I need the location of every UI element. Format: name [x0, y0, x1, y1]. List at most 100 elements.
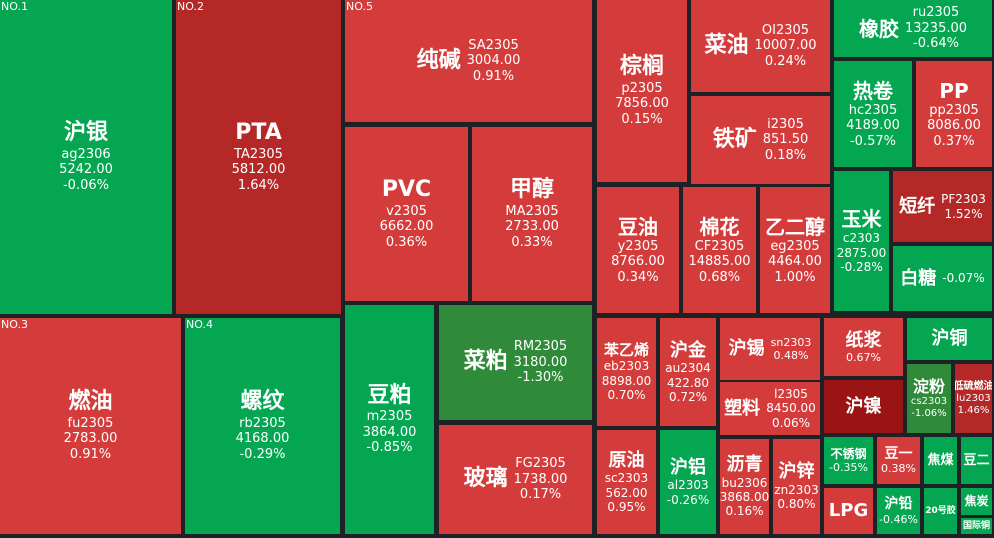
tile-content: PP pp2305 8086.00 0.37% [927, 79, 981, 150]
tile-content: 豆一 0.38% [881, 446, 916, 476]
tile-content: 玻璃 FG2305 1738.00 0.17% [464, 456, 568, 503]
heatmap-tile-p2305[interactable]: 棕榈 p2305 7856.00 0.15% [597, 0, 687, 182]
contract-code: sn2303 [770, 335, 812, 349]
last-price: 4464.00 [768, 254, 822, 270]
commodity-name: PP [939, 78, 969, 103]
tile-stats: y2305 8766.00 0.34% [611, 239, 665, 286]
heatmap-tile-tile-37[interactable]: 豆一 0.38% [877, 437, 920, 484]
heatmap-tile-m2305[interactable]: 豆粕 m2305 3864.00 -0.85% [345, 305, 434, 534]
tile-content: 淀粉 cs2303 -1.06% [911, 377, 947, 420]
tile-content: 沪锌 zn2303 0.80% [774, 461, 818, 511]
heatmap-tile-zn2303[interactable]: 沪锌 zn2303 0.80% [773, 439, 820, 534]
heatmap-tile-tile-27[interactable]: 沪铜 [907, 318, 992, 360]
heatmap-tile-v2305[interactable]: PVC v2305 6662.00 0.36% [345, 127, 468, 301]
heatmap-tile-sc2303[interactable]: 原油 sc2303 562.00 0.95% [597, 430, 656, 534]
tile-stats: ru2305 13235.00 -0.64% [905, 5, 967, 52]
heatmap-tile-tile-43[interactable]: 焦炭 [961, 488, 992, 515]
heatmap-tile-sn2303[interactable]: 沪锡 sn2303 0.48% [720, 318, 820, 380]
tile-content: PTA TA2305 5812.00 1.64% [232, 120, 286, 193]
tile-rank: NO.4 [186, 318, 213, 331]
contract-code: cs2303 [910, 396, 948, 408]
heatmap-tile-cs2303[interactable]: 淀粉 cs2303 -1.06% [907, 364, 951, 433]
tile-content: 国际铜 [963, 521, 990, 532]
heatmap-tile-lu2303[interactable]: 低硫燃油 lu2303 1.46% [955, 364, 992, 433]
change-percent: 0.18% [764, 147, 807, 163]
contract-code: al2303 [667, 478, 709, 493]
heatmap-tile-y2305[interactable]: 豆油 y2305 8766.00 0.34% [597, 187, 679, 313]
commodity-name: 豆粕 [367, 382, 412, 408]
heatmap-tile-tile-44[interactable]: 国际铜 [961, 518, 992, 534]
change-percent: -0.26% [666, 492, 710, 507]
change-percent: 0.67% [846, 351, 881, 365]
heatmap-tile-cf2305[interactable]: 棉花 CF2305 14885.00 0.68% [683, 187, 756, 313]
tile-stats: eg2305 4464.00 1.00% [768, 239, 822, 286]
heatmap-tile-tile-36[interactable]: 不锈钢 -0.35% [824, 437, 873, 484]
change-percent: 1.64% [237, 177, 280, 193]
heatmap-tile-ta2305[interactable]: NO.2 PTA TA2305 5812.00 1.64% [176, 0, 341, 314]
heatmap-tile-i2305[interactable]: 铁矿 i2305 851.50 0.18% [691, 96, 830, 184]
heatmap-tile-tile-22[interactable]: 白糖 -0.07% [893, 246, 992, 311]
contract-code: CF2305 [694, 238, 745, 254]
tile-content: 沪铜 [932, 328, 968, 350]
last-price: 5812.00 [231, 162, 286, 178]
heatmap-tile-pf2303[interactable]: 短纤 PF2303 1.52% [893, 171, 992, 242]
contract-code: y2305 [617, 238, 659, 254]
heatmap-tile-tile-38[interactable]: 焦煤 [924, 437, 957, 484]
contract-code: i2305 [767, 116, 804, 132]
tile-content: 沥青 bu2306 3868.00 0.16% [720, 454, 769, 519]
tile-stats: sc2303 562.00 0.95% [605, 471, 648, 514]
tile-content: 菜油 OI2305 10007.00 0.24% [704, 23, 816, 70]
heatmap-tile-eb2303[interactable]: 苯乙烯 eb2303 8898.00 0.70% [597, 318, 656, 426]
tile-stats: m2305 3864.00 -0.85% [363, 409, 417, 456]
heatmap-tile-al2303[interactable]: 沪铝 al2303 -0.26% [660, 430, 716, 534]
heatmap-tile-au2304[interactable]: 沪金 au2304 422.80 0.72% [660, 318, 716, 426]
commodity-name: 螺纹 [240, 389, 285, 415]
change-percent: -1.06% [911, 408, 947, 420]
heatmap-tile-tile-42[interactable]: 20号胶 [924, 488, 957, 534]
change-percent: 0.38% [881, 462, 916, 476]
tile-content: 焦煤 [927, 453, 953, 469]
change-percent: -0.35% [829, 461, 868, 475]
heatmap-tile-rm2305[interactable]: 菜粕 RM2305 3180.00 -1.30% [439, 305, 592, 420]
heatmap-tile-hc2305[interactable]: 热卷 hc2305 4189.00 -0.57% [834, 61, 912, 167]
change-percent: 0.70% [607, 388, 646, 403]
tile-stats: l2305 8450.00 0.06% [766, 387, 816, 430]
tile-stats: i2305 851.50 0.18% [763, 117, 809, 164]
tile-content: 苯乙烯 eb2303 8898.00 0.70% [602, 341, 652, 402]
change-percent: 0.06% [771, 415, 811, 430]
heatmap-tile-tile-41[interactable]: 沪铅 -0.46% [877, 488, 920, 534]
heatmap-tile-ma2305[interactable]: 甲醇 MA2305 2733.00 0.33% [472, 127, 592, 301]
tile-rank: NO.1 [1, 0, 28, 13]
heatmap-tile-ag2306[interactable]: NO.1 沪银 ag2306 5242.00 -0.06% [0, 0, 172, 314]
heatmap-tile-sa2305[interactable]: NO.5 纯碱 SA2305 3004.00 0.91% [345, 0, 592, 122]
contract-code: fu2305 [67, 415, 114, 431]
heatmap-tile-tile-39[interactable]: 豆二 [961, 437, 992, 484]
commodity-name: 豆一 [884, 445, 913, 462]
tile-content: 燃油 fu2305 2783.00 0.91% [64, 389, 118, 462]
commodity-name: PVC [381, 177, 432, 203]
heatmap-tile-tile-26[interactable]: 纸浆 0.67% [824, 318, 903, 376]
last-price: 422.80 [667, 375, 709, 390]
tile-content: 沪铅 -0.46% [879, 496, 918, 526]
commodity-name: 豆二 [963, 452, 990, 468]
tile-rank: NO.2 [177, 0, 204, 13]
contract-code: RM2305 [513, 339, 568, 355]
change-percent: 0.33% [511, 234, 553, 250]
commodity-name: 甲醇 [509, 177, 554, 203]
change-percent: 0.91% [472, 68, 515, 84]
heatmap-tile-bu2306[interactable]: 沥青 bu2306 3868.00 0.16% [720, 439, 769, 534]
heatmap-tile-ru2305[interactable]: 橡胶 ru2305 13235.00 -0.64% [834, 0, 992, 57]
heatmap-tile-pp2305[interactable]: PP pp2305 8086.00 0.37% [916, 61, 992, 167]
heatmap-tile-fu2305[interactable]: NO.3 燃油 fu2305 2783.00 0.91% [0, 318, 181, 534]
change-percent: 0.36% [385, 234, 428, 250]
heatmap-tile-tile-29[interactable]: 沪镍 [824, 380, 903, 433]
heatmap-tile-c2303[interactable]: 玉米 c2303 2875.00 -0.28% [834, 171, 889, 311]
heatmap-tile-oi2305[interactable]: 菜油 OI2305 10007.00 0.24% [691, 0, 830, 92]
heatmap-tile-tile-40[interactable]: LPG [824, 488, 873, 534]
heatmap-tile-fg2305[interactable]: 玻璃 FG2305 1738.00 0.17% [439, 425, 592, 534]
contract-code: pp2305 [929, 102, 979, 118]
change-percent: 0.95% [607, 499, 646, 514]
heatmap-tile-eg2305[interactable]: 乙二醇 eg2305 4464.00 1.00% [760, 187, 830, 313]
heatmap-tile-rb2305[interactable]: NO.4 螺纹 rb2305 4168.00 -0.29% [185, 318, 340, 534]
heatmap-tile-l2305[interactable]: 塑料 l2305 8450.00 0.06% [720, 382, 820, 435]
